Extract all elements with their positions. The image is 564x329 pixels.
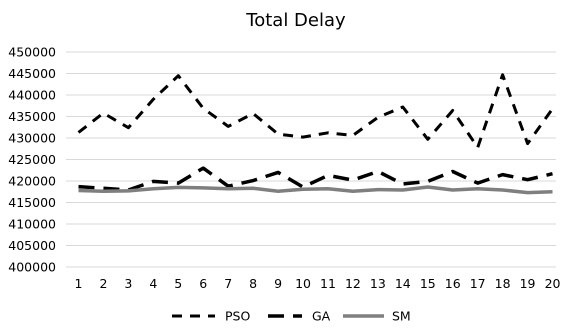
chart-title: Total Delay: [245, 10, 346, 31]
x-tick-label: 12: [345, 276, 361, 291]
x-tick-label: 17: [470, 276, 486, 291]
x-tick-label: 8: [249, 276, 257, 291]
series-line-pso: [77, 73, 554, 149]
series-line-sm: [78, 185, 553, 195]
x-tick-label: 13: [370, 276, 386, 291]
x-tick-label: 11: [320, 276, 336, 291]
x-tick-label: 15: [420, 276, 436, 291]
legend-label-ga: GA: [312, 309, 331, 324]
x-tick-label: 19: [520, 276, 536, 291]
x-tick-label: 9: [274, 276, 282, 291]
y-tick-label: 415000: [8, 195, 56, 210]
y-tick-label: 450000: [8, 45, 56, 60]
x-tick-label: 4: [149, 276, 157, 291]
x-tick-label: 7: [224, 276, 232, 291]
legend: PSO GA SM: [172, 309, 411, 324]
x-tick-label: 6: [199, 276, 207, 291]
x-tick-label: 10: [295, 276, 311, 291]
x-tick-label: 3: [124, 276, 132, 291]
legend-label-pso: PSO: [225, 309, 250, 324]
y-tick-label: 410000: [8, 217, 56, 232]
y-tick-label: 445000: [8, 66, 56, 81]
y-tick-label: 435000: [8, 109, 56, 124]
x-tick-label: 20: [545, 276, 561, 291]
grid-lines: [66, 51, 556, 268]
y-tick-label: 430000: [8, 131, 56, 146]
x-tick-label: 1: [74, 276, 82, 291]
x-tick-label: 2: [99, 276, 107, 291]
y-tick-label: 400000: [8, 260, 56, 275]
plot-series: [77, 73, 554, 195]
legend-label-sm: SM: [392, 309, 411, 324]
x-tick-label: 14: [395, 276, 411, 291]
y-tick-label: 420000: [8, 174, 56, 189]
x-axis: 1 2 3 4 5 6 7 8 9 10 11 12 13 14 15 16 17 18 19 20: [74, 276, 560, 291]
y-tick-label: 440000: [8, 88, 56, 103]
x-tick-label: 5: [174, 276, 182, 291]
y-axis: 400000 405000 410000 415000 420000 425000 4300…: [8, 45, 56, 275]
x-tick-label: 16: [445, 276, 461, 291]
y-tick-label: 425000: [8, 152, 56, 167]
x-tick-label: 18: [495, 276, 511, 291]
series-line-ga: [78, 166, 553, 192]
y-tick-label: 405000: [8, 238, 56, 253]
